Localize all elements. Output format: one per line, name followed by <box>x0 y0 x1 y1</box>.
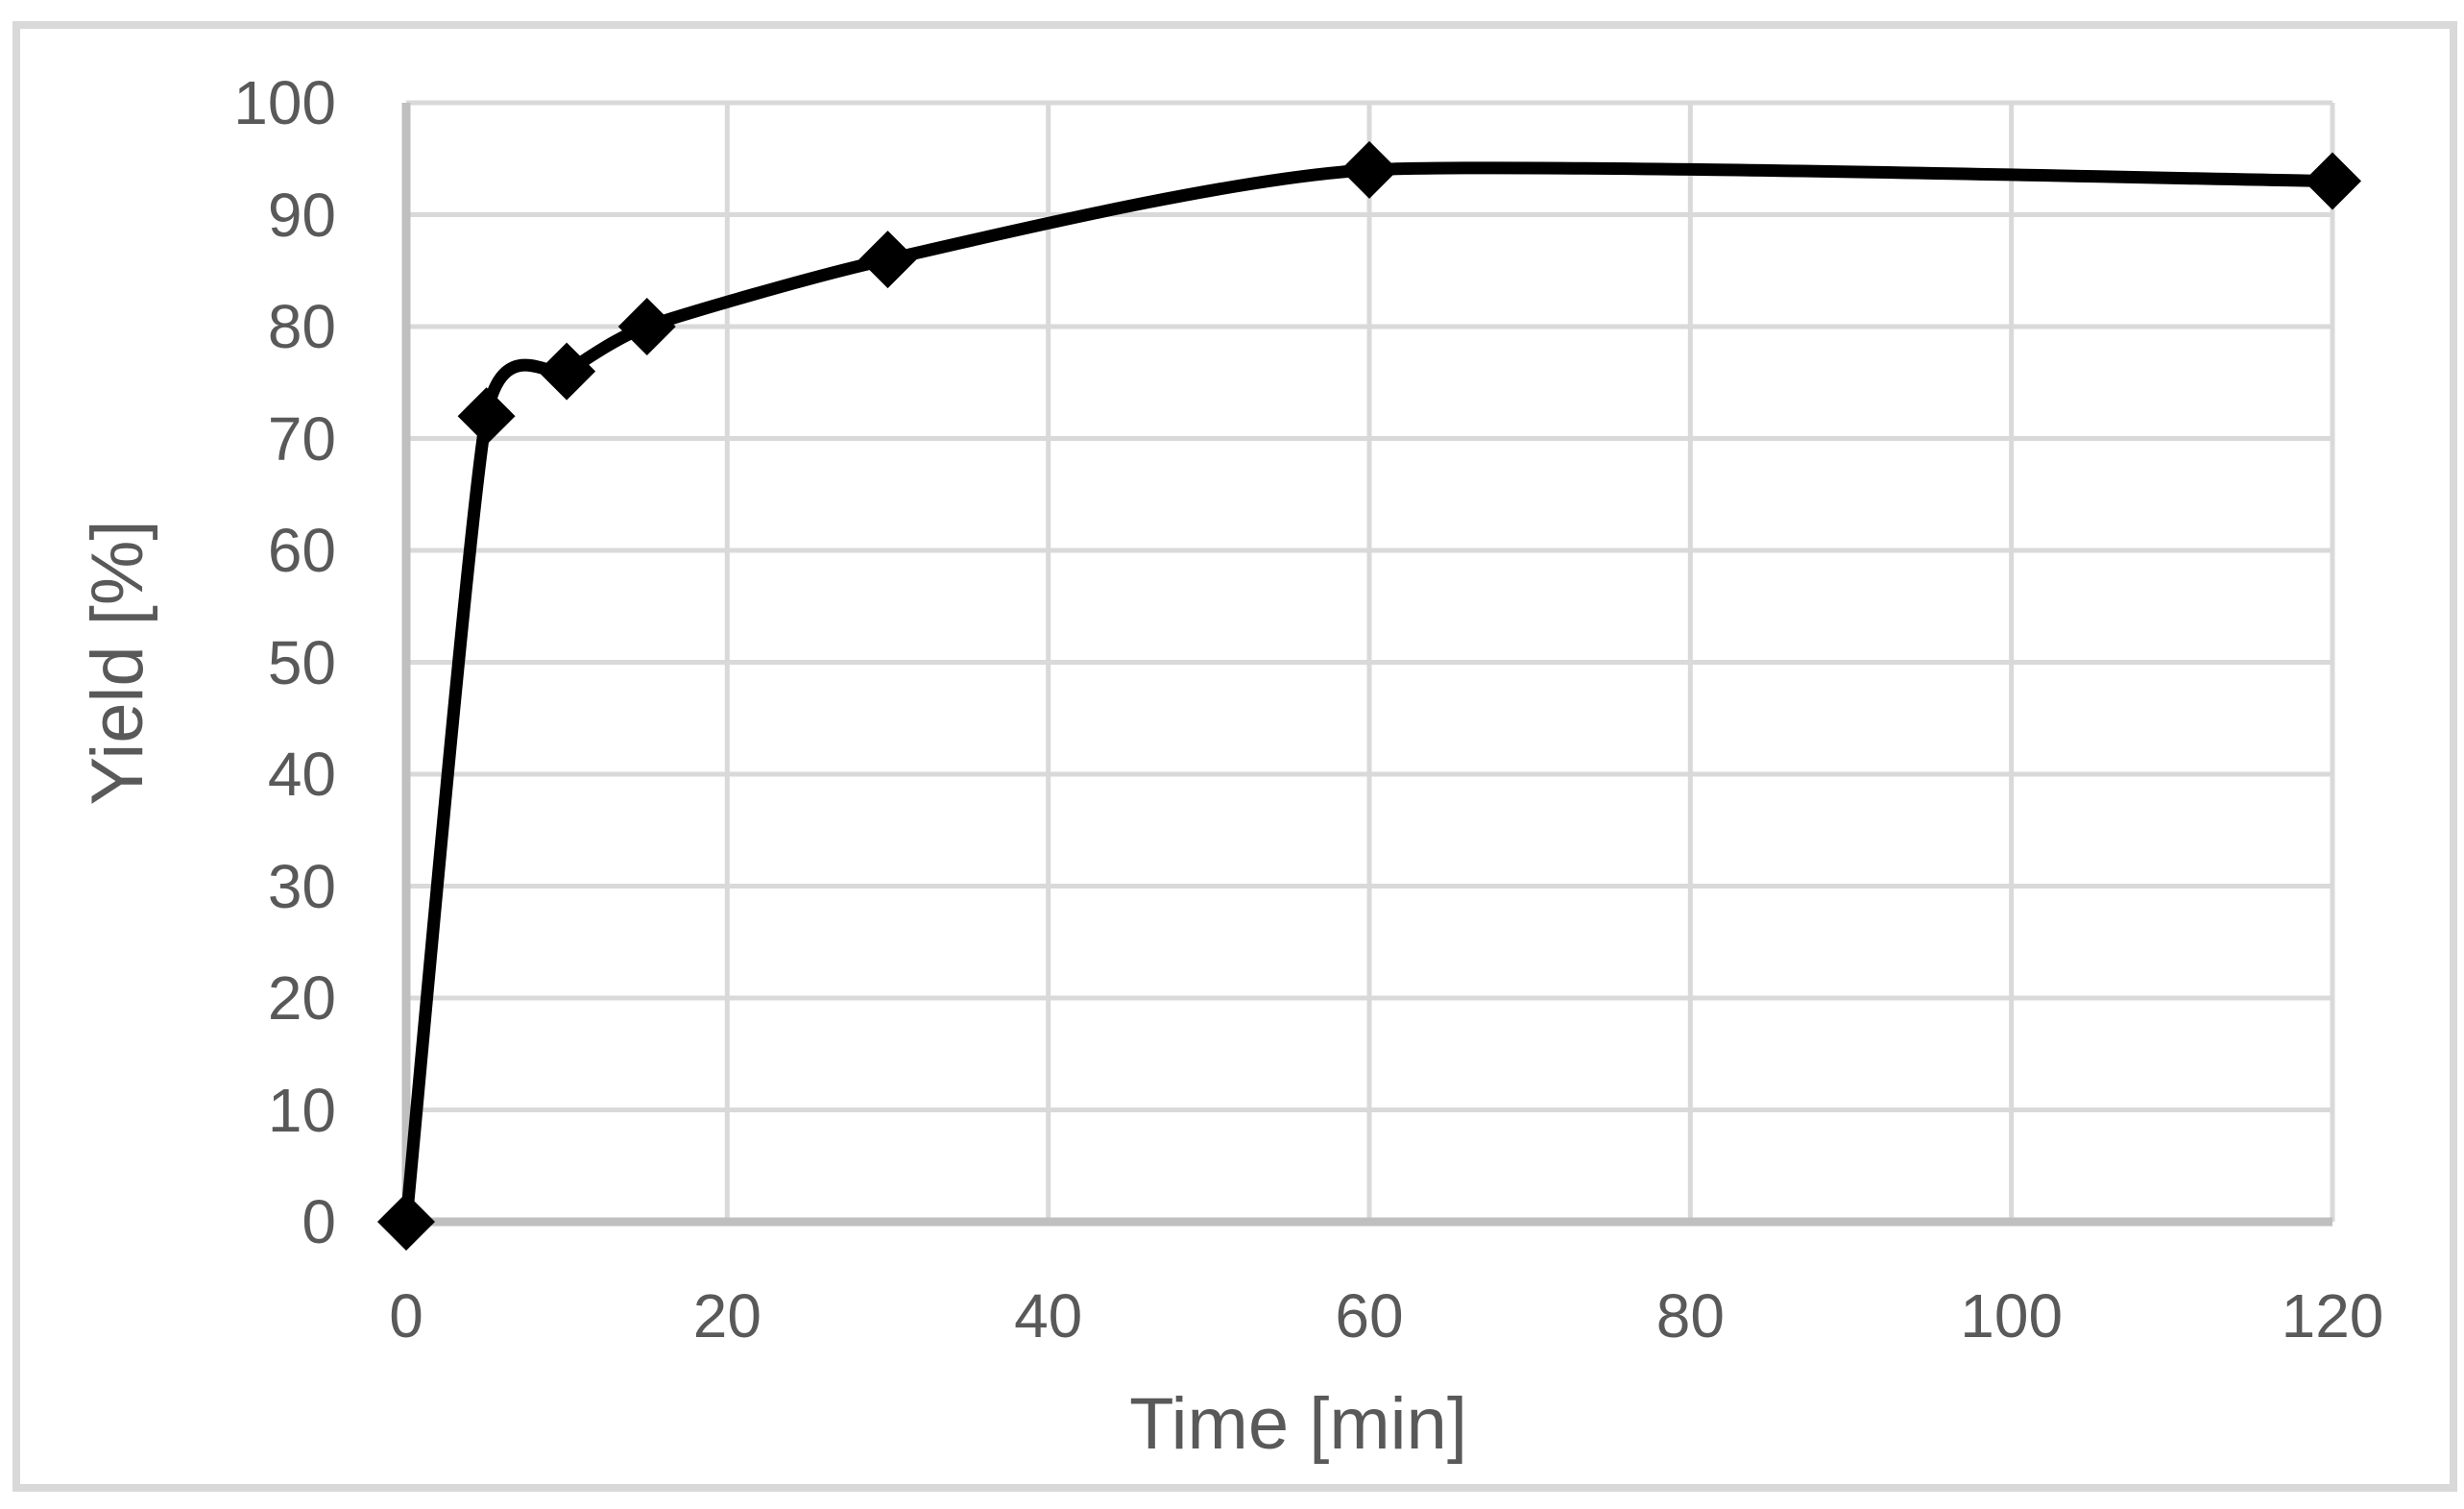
gridlines <box>406 100 2335 1222</box>
y-tick-label: 30 <box>267 851 336 921</box>
data-point-marker <box>457 387 516 446</box>
data-point-marker <box>1341 140 1398 199</box>
y-tick-label: 0 <box>302 1187 336 1256</box>
y-tick-label: 70 <box>267 403 336 474</box>
y-tick-label: 80 <box>267 292 336 361</box>
x-axis-title: Time [min] <box>1129 1383 1467 1465</box>
data-point-marker <box>858 231 917 289</box>
data-point-marker <box>2304 152 2361 210</box>
chart-border <box>12 21 2457 1492</box>
y-tick-label: 20 <box>267 963 336 1033</box>
data-series-line <box>399 161 2339 1229</box>
x-tick-label: 40 <box>1014 1281 1083 1351</box>
data-point-marker <box>538 342 596 401</box>
data-point-markers <box>377 140 2361 1251</box>
y-tick-label: 40 <box>267 740 336 809</box>
x-tick-label: 80 <box>1655 1281 1725 1351</box>
data-point-marker <box>377 1193 435 1251</box>
y-tick-label: 50 <box>267 627 336 697</box>
x-tick-label: 100 <box>1960 1281 2064 1351</box>
y-axis-title: Yield [%] <box>77 520 158 806</box>
y-tick-label: 100 <box>233 68 336 137</box>
x-tick-label: 60 <box>1335 1281 1404 1351</box>
axis-lines <box>401 103 2332 1227</box>
y-tick-label: 10 <box>267 1075 336 1145</box>
x-tick-label: 0 <box>389 1281 423 1351</box>
y-tick-label: 60 <box>267 516 336 585</box>
data-point-marker <box>617 298 676 355</box>
x-tick-label: 20 <box>692 1281 761 1351</box>
x-tick-label: 120 <box>2281 1281 2384 1351</box>
y-tick-label: 90 <box>267 180 336 250</box>
